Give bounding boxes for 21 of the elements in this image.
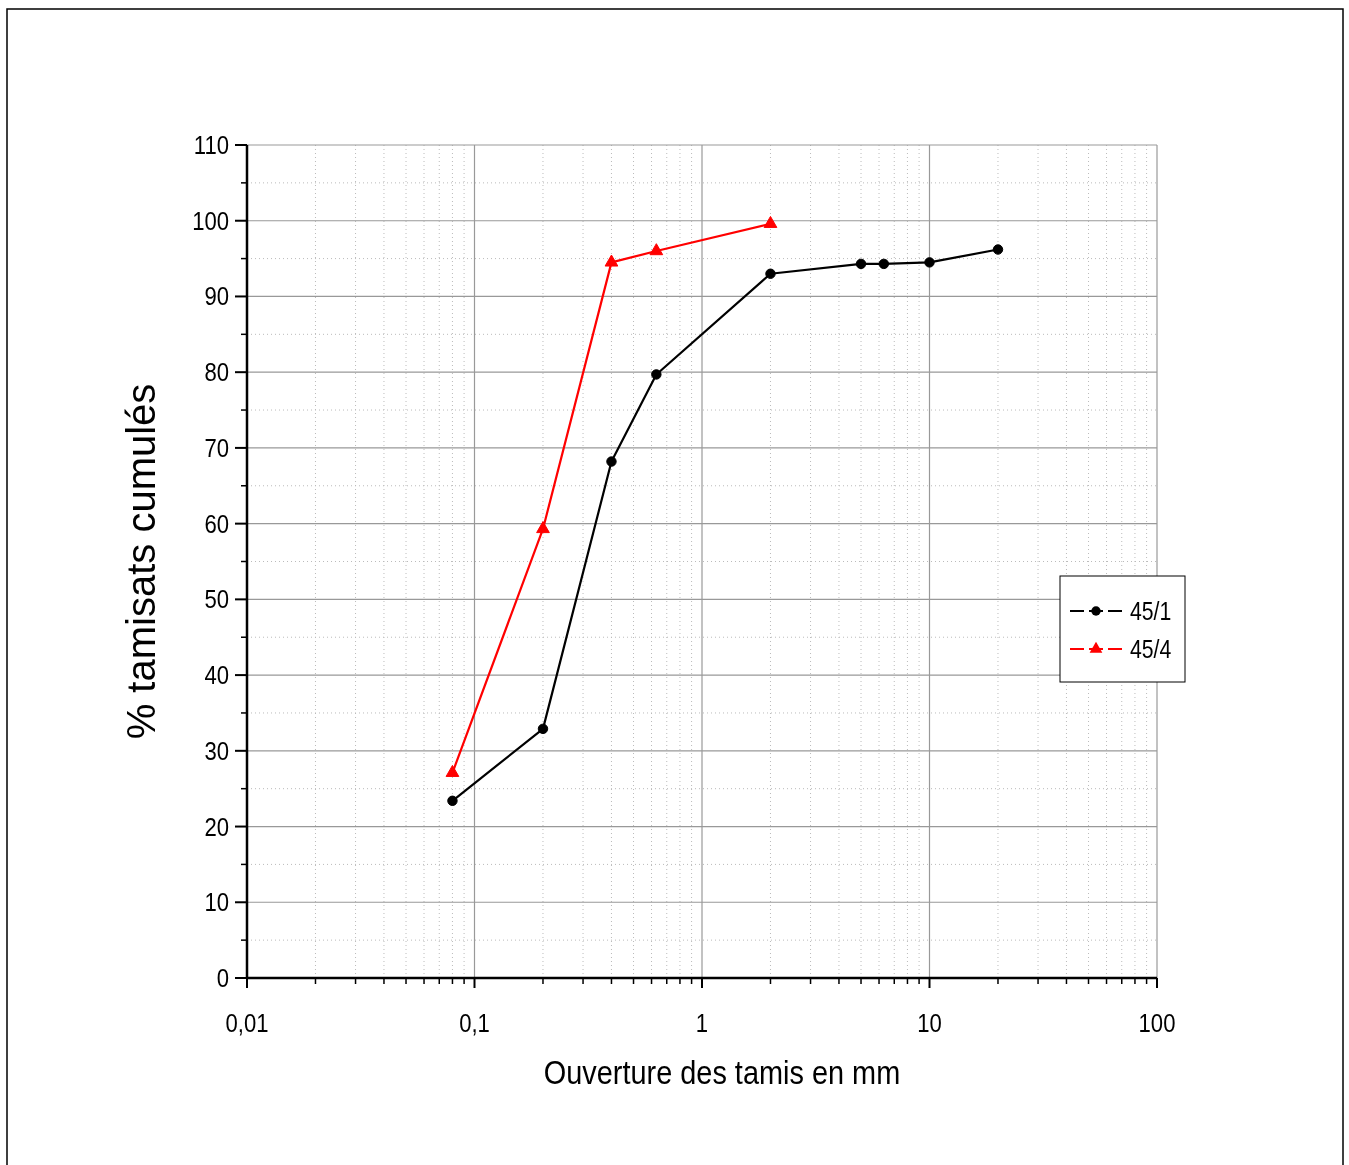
y-tick-label: 60 [204, 508, 229, 539]
y-tick-label: 30 [204, 736, 229, 766]
y-axis-title: % tamisats cumulés [119, 383, 163, 740]
y-tick-label: 0 [216, 963, 229, 993]
y-tick-label: 10 [204, 887, 229, 917]
x-tick-label: 10 [917, 1008, 942, 1038]
y-tick-label: 50 [204, 584, 229, 614]
y-tick-label: 70 [204, 433, 229, 463]
x-tick-label: 1 [695, 1008, 709, 1038]
y-tick-label: 40 [204, 660, 229, 690]
x-tick-label: 0,01 [225, 1008, 269, 1038]
x-axis-title: Ouverture des tamis en mm [543, 1052, 901, 1092]
legend-label: 45/1 [1130, 597, 1172, 626]
x-tick-label: 100 [1138, 1008, 1176, 1038]
y-tick-label: 80 [204, 357, 229, 387]
y-tick-label: 20 [204, 811, 229, 841]
legend-label: 45/4 [1130, 635, 1172, 664]
y-tick-label: 100 [192, 206, 229, 236]
y-tick-label: 110 [193, 130, 229, 160]
x-tick-label: 0,1 [459, 1008, 490, 1038]
y-tick-label: 90 [204, 281, 229, 311]
